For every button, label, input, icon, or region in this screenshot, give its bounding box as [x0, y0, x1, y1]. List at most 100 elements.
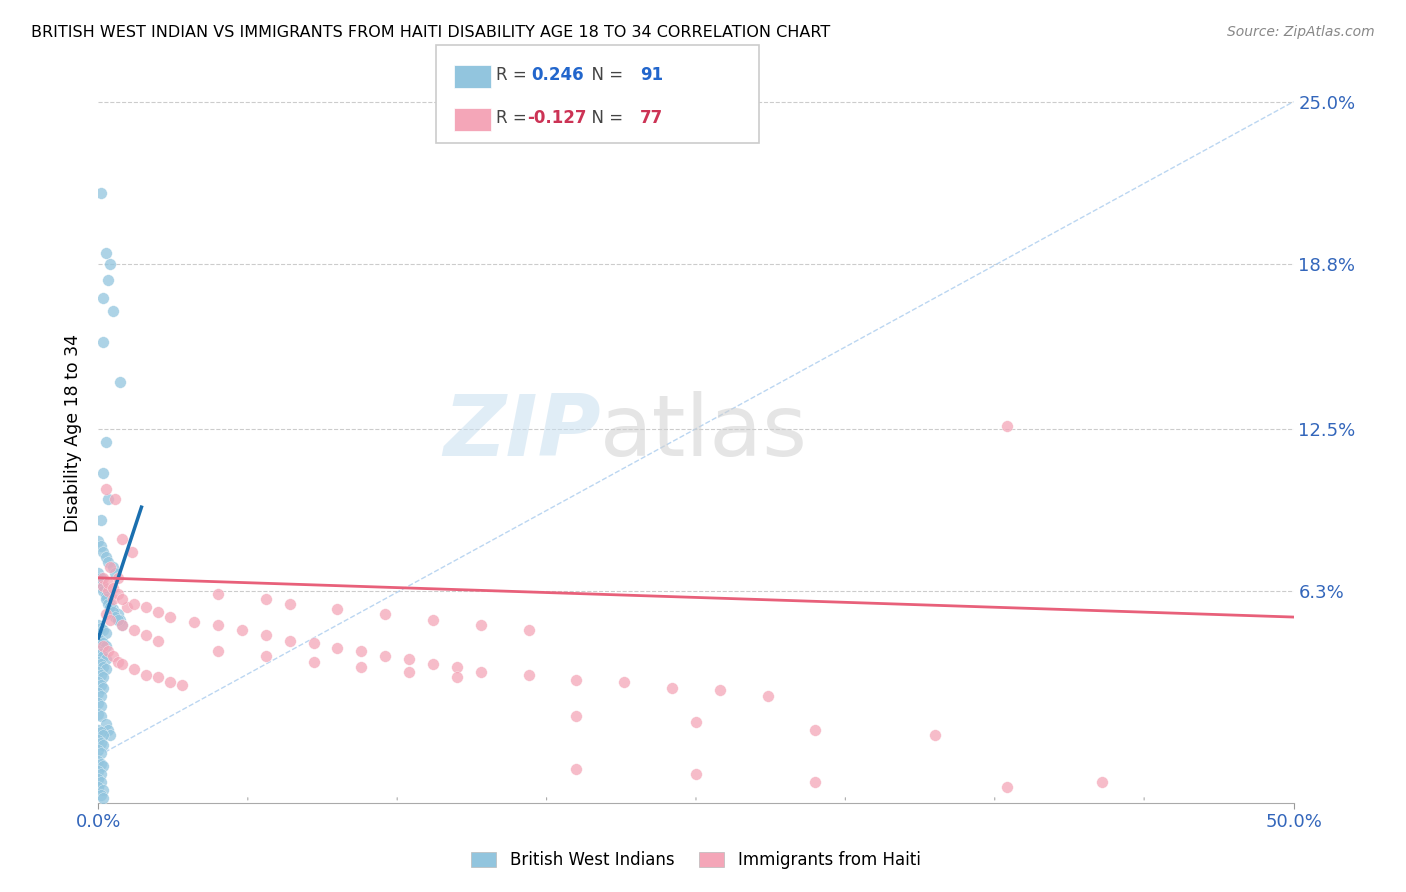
Point [111, 591, 134, 606]
Point [107, 607, 129, 622]
Point [97, 723, 120, 737]
Point [91, 659, 114, 673]
Point [97, 644, 120, 658]
Point [97, 555, 120, 569]
Point [94, 717, 117, 731]
Point [90, 571, 112, 585]
Point [207, 644, 229, 658]
Point [90, 576, 112, 591]
Point [87, 697, 110, 711]
Point [995, 780, 1018, 794]
Point [565, 673, 588, 687]
Point [804, 775, 827, 789]
Point [90, 767, 112, 781]
Point [98, 597, 122, 611]
Point [101, 605, 124, 619]
Point [87, 675, 110, 690]
Point [97, 591, 120, 606]
Point [90, 633, 112, 648]
Point [87, 644, 110, 658]
Point [98, 560, 122, 574]
Point [87, 754, 110, 768]
Text: BRITISH WEST INDIAN VS IMMIGRANTS FROM HAITI DISABILITY AGE 18 TO 34 CORRELATION: BRITISH WEST INDIAN VS IMMIGRANTS FROM H… [31, 25, 830, 40]
Point [254, 628, 277, 642]
Point [104, 566, 127, 580]
Point [446, 670, 468, 684]
Point [94, 434, 117, 449]
Point [135, 667, 157, 681]
Point [98, 613, 122, 627]
Point [91, 728, 114, 742]
Point [107, 613, 129, 627]
Point [111, 618, 134, 632]
Point [90, 186, 112, 201]
Point [98, 599, 122, 614]
Point [350, 659, 373, 673]
Point [111, 532, 134, 546]
Point [91, 738, 114, 752]
Point [94, 482, 117, 496]
Point [107, 586, 129, 600]
Point [804, 723, 827, 737]
Point [94, 549, 117, 564]
Point [121, 544, 143, 558]
Point [101, 582, 124, 596]
Point [159, 675, 181, 690]
Text: N =: N = [581, 109, 628, 127]
Point [422, 657, 444, 672]
Point [91, 759, 114, 773]
Point [87, 733, 110, 747]
Point [374, 649, 396, 664]
Point [422, 613, 444, 627]
Point [115, 599, 138, 614]
Point [685, 767, 707, 781]
Point [91, 623, 114, 637]
Point [101, 560, 124, 574]
Point [91, 782, 114, 797]
Point [91, 579, 114, 593]
Point [87, 723, 110, 737]
Point [326, 641, 349, 656]
Text: R =: R = [496, 109, 533, 127]
Point [135, 628, 157, 642]
Point [101, 602, 124, 616]
Point [91, 649, 114, 664]
Point [94, 662, 117, 676]
Text: Source: ZipAtlas.com: Source: ZipAtlas.com [1227, 25, 1375, 39]
Point [101, 304, 124, 318]
Point [87, 772, 110, 787]
Point [517, 623, 540, 637]
Point [87, 534, 110, 549]
Point [90, 678, 112, 692]
Point [107, 571, 129, 585]
Point [565, 709, 588, 723]
Point [398, 665, 420, 679]
Point [90, 775, 112, 789]
Point [87, 618, 110, 632]
Point [90, 736, 112, 750]
Text: N =: N = [581, 66, 628, 84]
Point [148, 670, 170, 684]
Point [94, 591, 117, 606]
Point [87, 571, 110, 585]
Point [207, 618, 229, 632]
Point [91, 582, 114, 596]
Y-axis label: Disability Age 18 to 34: Disability Age 18 to 34 [65, 334, 83, 532]
Point [90, 647, 112, 661]
Point [104, 610, 127, 624]
Point [302, 655, 325, 669]
Point [148, 605, 170, 619]
Legend: British West Indians, Immigrants from Haiti: British West Indians, Immigrants from Ha… [465, 845, 927, 876]
Point [148, 633, 170, 648]
Point [565, 762, 588, 776]
Point [709, 683, 731, 698]
Point [97, 492, 120, 507]
Point [254, 591, 277, 606]
Point [87, 780, 110, 794]
Point [90, 746, 112, 760]
Point [94, 625, 117, 640]
Point [374, 607, 396, 622]
Point [278, 597, 301, 611]
Point [90, 709, 112, 723]
Point [350, 644, 373, 658]
